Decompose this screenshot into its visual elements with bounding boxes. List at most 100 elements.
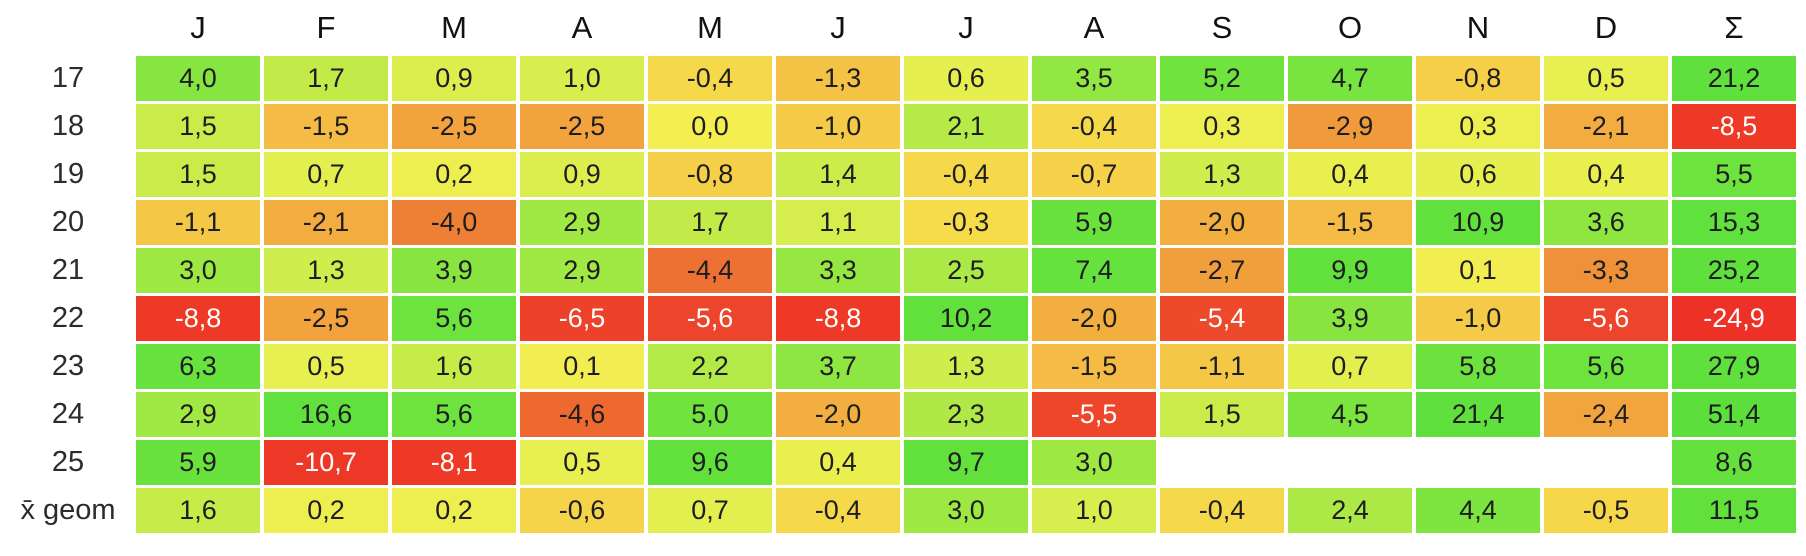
column-header: A bbox=[571, 10, 593, 45]
heatmap-cell: -2,1 bbox=[1544, 104, 1668, 149]
heatmap-cell: -0,3 bbox=[904, 200, 1028, 245]
heatmap-cell: 2,2 bbox=[648, 344, 772, 389]
heatmap-cell: 2,9 bbox=[520, 200, 644, 245]
heatmap-cell: 0,9 bbox=[520, 152, 644, 197]
heatmap-cell: 3,6 bbox=[1544, 200, 1668, 245]
heatmap-cell: 5,9 bbox=[1032, 200, 1156, 245]
heatmap-cell: 1,7 bbox=[648, 200, 772, 245]
column-header: S bbox=[1211, 10, 1233, 45]
column-header: F bbox=[316, 10, 336, 45]
heatmap-cell: -2,0 bbox=[776, 392, 900, 437]
heatmap-cell: 11,5 bbox=[1672, 488, 1796, 533]
heatmap-cell: 1,1 bbox=[776, 200, 900, 245]
heatmap-cell: 4,5 bbox=[1288, 392, 1412, 437]
heatmap-cell: -2,4 bbox=[1544, 392, 1668, 437]
heatmap-cell: 2,1 bbox=[904, 104, 1028, 149]
heatmap-cell: -0,6 bbox=[520, 488, 644, 533]
row-label: 18 bbox=[51, 110, 85, 142]
heatmap-cell: 51,4 bbox=[1672, 392, 1796, 437]
column-header: J bbox=[830, 10, 846, 45]
heatmap-cell: 0,5 bbox=[520, 440, 644, 485]
row-label: 23 bbox=[51, 350, 85, 382]
heatmap-cell: 0,4 bbox=[1288, 152, 1412, 197]
column-header-sum: Σ bbox=[1724, 10, 1744, 45]
heatmap-cell: -8,8 bbox=[136, 296, 260, 341]
heatmap-cell: 5,6 bbox=[392, 392, 516, 437]
heatmap-cell: 0,4 bbox=[1544, 152, 1668, 197]
heatmap-cell: -0,5 bbox=[1544, 488, 1668, 533]
heatmap-cell: 0,4 bbox=[776, 440, 900, 485]
corner-cell bbox=[4, 3, 132, 53]
column-header: M bbox=[697, 10, 723, 45]
heatmap-cell: -2,0 bbox=[1160, 200, 1284, 245]
row-label: x̄ geom bbox=[20, 494, 116, 526]
heatmap-cell: -0,4 bbox=[1160, 488, 1284, 533]
heatmap-cell: 0,5 bbox=[1544, 56, 1668, 101]
heatmap-cell: 0,5 bbox=[264, 344, 388, 389]
heatmap-cell: -1,1 bbox=[136, 200, 260, 245]
heatmap-cell: 3,0 bbox=[904, 488, 1028, 533]
heatmap-cell: 7,4 bbox=[1032, 248, 1156, 293]
heatmap-cell: -0,8 bbox=[648, 152, 772, 197]
column-header: J bbox=[190, 10, 206, 45]
row-label: 20 bbox=[51, 206, 85, 238]
heatmap-cell: 1,6 bbox=[136, 488, 260, 533]
heatmap-cell: 5,8 bbox=[1416, 344, 1540, 389]
heatmap-cell: -2,5 bbox=[392, 104, 516, 149]
heatmap-cell: 3,9 bbox=[392, 248, 516, 293]
heatmap-cell: 3,0 bbox=[1032, 440, 1156, 485]
heatmap-cell: -0,4 bbox=[904, 152, 1028, 197]
heatmap-cell: 6,3 bbox=[136, 344, 260, 389]
row-label: 25 bbox=[51, 446, 85, 478]
column-header: N bbox=[1466, 10, 1490, 45]
heatmap-cell: 2,4 bbox=[1288, 488, 1412, 533]
heatmap-cell: 10,2 bbox=[904, 296, 1028, 341]
heatmap-cell: 5,6 bbox=[392, 296, 516, 341]
table-row: 19 1,5 0,7 0,2 0,9 -0,8 1,4 -0,4 -0,7 1,3 0,4 0,6 0,… bbox=[4, 152, 1796, 197]
table-row: 24 2,9 16,6 5,6 -4,6 5,0 -2,0 2,3 -5,5 1,5 4,5 21,4… bbox=[4, 392, 1796, 437]
heatmap-cell: -5,4 bbox=[1160, 296, 1284, 341]
heatmap-cell: -5,6 bbox=[648, 296, 772, 341]
heatmap-cell: -0,4 bbox=[1032, 104, 1156, 149]
heatmap-cell: 0,0 bbox=[648, 104, 772, 149]
heatmap-cell: 1,5 bbox=[136, 104, 260, 149]
heatmap-cell: 4,7 bbox=[1288, 56, 1412, 101]
heatmap-cell: 25,2 bbox=[1672, 248, 1796, 293]
heatmap-cell: 15,3 bbox=[1672, 200, 1796, 245]
heatmap-cell: -2,1 bbox=[264, 200, 388, 245]
table-row: x̄ geom 1,6 0,2 0,2 -0,6 0,7 -0,4 3,0 1,0 -0,4 2,4… bbox=[4, 488, 1796, 533]
row-label: 22 bbox=[51, 302, 85, 334]
heatmap-cell: -3,3 bbox=[1544, 248, 1668, 293]
heatmap-cell: 3,9 bbox=[1288, 296, 1412, 341]
heatmap-cell: -4,4 bbox=[648, 248, 772, 293]
heatmap-cell: -0,4 bbox=[776, 488, 900, 533]
column-header: A bbox=[1083, 10, 1105, 45]
heatmap-cell: 0,2 bbox=[264, 488, 388, 533]
heatmap-cell: 5,9 bbox=[136, 440, 260, 485]
heatmap-cell: 9,6 bbox=[648, 440, 772, 485]
heatmap-cell: -1,5 bbox=[1032, 344, 1156, 389]
heatmap-cell: 0,7 bbox=[1288, 344, 1412, 389]
heatmap-cell bbox=[1160, 440, 1284, 485]
heatmap-cell: 27,9 bbox=[1672, 344, 1796, 389]
table-row: 17 4,0 1,7 0,9 1,0 -0,4 -1,3 0,6 3,5 5,2 4,7 -0,8 0,… bbox=[4, 56, 1796, 101]
column-header: D bbox=[1594, 10, 1618, 45]
heatmap-cell: -8,8 bbox=[776, 296, 900, 341]
heatmap-cell: 0,6 bbox=[1416, 152, 1540, 197]
column-header: M bbox=[441, 10, 467, 45]
heatmap-cell: -4,0 bbox=[392, 200, 516, 245]
heatmap-cell: 0,7 bbox=[648, 488, 772, 533]
heatmap-cell: 0,1 bbox=[1416, 248, 1540, 293]
heatmap-cell: 9,9 bbox=[1288, 248, 1412, 293]
heatmap-cell: 2,3 bbox=[904, 392, 1028, 437]
heatmap-cell: 1,4 bbox=[776, 152, 900, 197]
heatmap-cell: -5,6 bbox=[1544, 296, 1668, 341]
heatmap-cell: 0,2 bbox=[392, 488, 516, 533]
heatmap-cell: 3,5 bbox=[1032, 56, 1156, 101]
heatmap-cell bbox=[1544, 440, 1668, 485]
heatmap-cell: -0,8 bbox=[1416, 56, 1540, 101]
heatmap-cell: 8,6 bbox=[1672, 440, 1796, 485]
heatmap-cell: 1,3 bbox=[1160, 152, 1284, 197]
